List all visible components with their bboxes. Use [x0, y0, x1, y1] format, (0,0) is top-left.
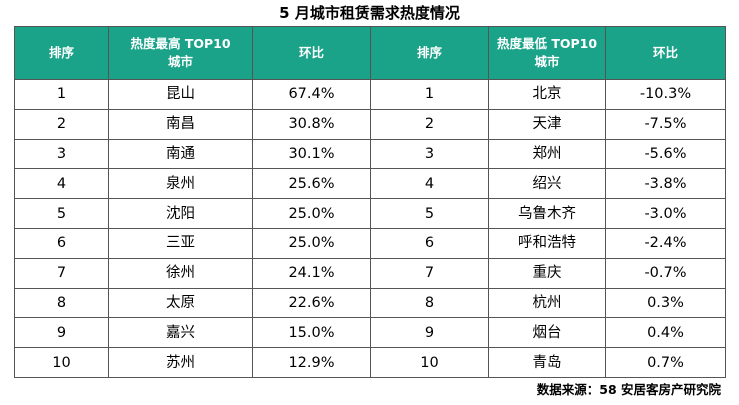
rank-bottom-cell: 7: [370, 257, 489, 289]
header-top-city-line1: 热度最高 TOP10: [130, 36, 231, 51]
header-rank-top: 排序: [14, 26, 109, 80]
city-rental-heat-table: 排序 热度最高 TOP10 城市 环比 排序 热度最低 TOP10 城市 环比 …: [14, 26, 726, 378]
mom-top-cell: 25.0%: [252, 198, 371, 229]
header-top-city-line2: 城市: [167, 54, 193, 69]
rank-top-cell: 6: [14, 227, 109, 259]
city-top-cell: 昆山: [108, 79, 253, 110]
rank-top-cell: 2: [14, 108, 109, 140]
city-bottom-cell: 杭州: [488, 287, 606, 319]
mom-top-cell: 22.6%: [252, 287, 371, 319]
rank-top-cell: 7: [14, 257, 109, 289]
city-bottom-cell: 重庆: [488, 257, 606, 289]
mom-top-cell: 25.6%: [252, 168, 371, 200]
rank-top-cell: 3: [14, 138, 109, 170]
rank-bottom-cell: 3: [370, 138, 489, 170]
city-top-cell: 徐州: [108, 257, 253, 289]
rank-top-cell: 1: [14, 79, 109, 110]
mom-bottom-cell: -2.4%: [605, 227, 726, 259]
city-bottom-cell: 绍兴: [488, 168, 606, 200]
data-source-note: 数据来源：58 安居客房产研究院: [536, 382, 721, 397]
city-top-cell: 南通: [108, 138, 253, 170]
city-top-cell: 太原: [108, 287, 253, 319]
rank-bottom-cell: 1: [370, 79, 489, 110]
city-bottom-cell: 北京: [488, 79, 606, 110]
table-row: 10 苏州 12.9% 10 青岛 0.7%: [14, 347, 726, 378]
mom-bottom-cell: -3.0%: [605, 198, 726, 229]
table-row: 6 三亚 25.0% 6 呼和浩特 -2.4%: [14, 227, 726, 259]
table-row: 5 沈阳 25.0% 5 乌鲁木齐 -3.0%: [14, 198, 726, 229]
rank-bottom-cell: 6: [370, 227, 489, 259]
header-mom-bottom: 环比: [605, 26, 726, 80]
city-bottom-cell: 烟台: [488, 317, 606, 349]
mom-top-cell: 15.0%: [252, 317, 371, 349]
header-mom-top: 环比: [252, 26, 371, 80]
table-row: 8 太原 22.6% 8 杭州 0.3%: [14, 287, 726, 319]
city-bottom-cell: 郑州: [488, 138, 606, 170]
header-row: 排序 热度最高 TOP10 城市 环比 排序 热度最低 TOP10 城市 环比: [14, 26, 726, 80]
rank-bottom-cell: 2: [370, 108, 489, 140]
city-bottom-cell: 乌鲁木齐: [488, 198, 606, 229]
header-rank-bottom: 排序: [370, 26, 489, 80]
header-bottom-city-line2: 城市: [534, 54, 560, 69]
rank-bottom-cell: 8: [370, 287, 489, 319]
rank-bottom-cell: 4: [370, 168, 489, 200]
city-top-cell: 嘉兴: [108, 317, 253, 349]
header-top-city: 热度最高 TOP10 城市: [108, 26, 253, 80]
mom-top-cell: 24.1%: [252, 257, 371, 289]
mom-top-cell: 30.8%: [252, 108, 371, 140]
mom-bottom-cell: -0.7%: [605, 257, 726, 289]
rank-top-cell: 4: [14, 168, 109, 200]
header-bottom-city-line1: 热度最低 TOP10: [496, 36, 598, 51]
city-bottom-cell: 呼和浩特: [488, 227, 606, 259]
mom-bottom-cell: -10.3%: [605, 79, 726, 110]
mom-bottom-cell: 0.4%: [605, 317, 726, 349]
mom-bottom-cell: 0.3%: [605, 287, 726, 319]
mom-top-cell: 30.1%: [252, 138, 371, 170]
city-bottom-cell: 天津: [488, 108, 606, 140]
table-row: 7 徐州 24.1% 7 重庆 -0.7%: [14, 257, 726, 289]
mom-top-cell: 12.9%: [252, 347, 371, 378]
page-title: 5 月城市租赁需求热度情况: [279, 4, 460, 22]
mom-top-cell: 25.0%: [252, 227, 371, 259]
table-row: 9 嘉兴 15.0% 9 烟台 0.4%: [14, 317, 726, 349]
city-top-cell: 沈阳: [108, 198, 253, 229]
rank-bottom-cell: 5: [370, 198, 489, 229]
table-row: 1 昆山 67.4% 1 北京 -10.3%: [14, 79, 726, 110]
mom-bottom-cell: 0.7%: [605, 347, 726, 378]
city-top-cell: 三亚: [108, 227, 253, 259]
rank-top-cell: 10: [14, 347, 109, 378]
header-bottom-city: 热度最低 TOP10 城市: [488, 26, 606, 80]
rank-top-cell: 8: [14, 287, 109, 319]
city-top-cell: 南昌: [108, 108, 253, 140]
mom-bottom-cell: -5.6%: [605, 138, 726, 170]
city-bottom-cell: 青岛: [488, 347, 606, 378]
table-row: 2 南昌 30.8% 2 天津 -7.5%: [14, 108, 726, 140]
rank-bottom-cell: 10: [370, 347, 489, 378]
table-row: 3 南通 30.1% 3 郑州 -5.6%: [14, 138, 726, 170]
city-top-cell: 泉州: [108, 168, 253, 200]
rank-top-cell: 9: [14, 317, 109, 349]
mom-bottom-cell: -3.8%: [605, 168, 726, 200]
table-row: 4 泉州 25.6% 4 绍兴 -3.8%: [14, 168, 726, 200]
city-top-cell: 苏州: [108, 347, 253, 378]
mom-bottom-cell: -7.5%: [605, 108, 726, 140]
rank-top-cell: 5: [14, 198, 109, 229]
rank-bottom-cell: 9: [370, 317, 489, 349]
mom-top-cell: 67.4%: [252, 79, 371, 110]
